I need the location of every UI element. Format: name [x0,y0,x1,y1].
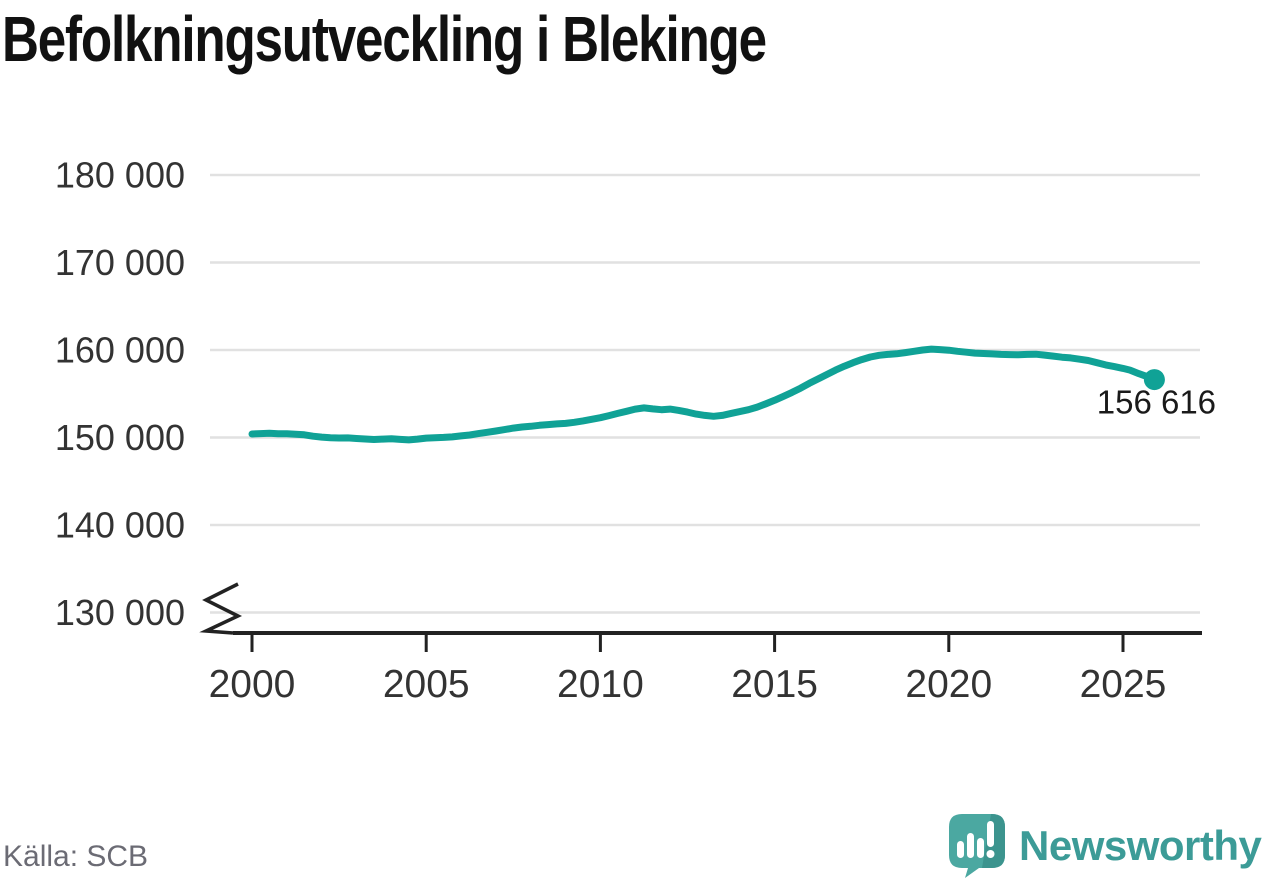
y-tick-label: 180 000 [55,155,185,196]
y-tick-label: 160 000 [55,330,185,371]
newsworthy-wordmark: Newsworthy [1019,822,1262,869]
latest-value-dot [1143,369,1165,391]
newsworthy-logo-icon [949,814,1005,878]
latest-value-label: 156 616 [1097,384,1216,421]
x-tick-label: 2005 [383,663,470,706]
y-tick-label: 150 000 [55,417,185,458]
axis-break-icon [199,582,243,635]
source-label: Källa: SCB [3,840,149,873]
page-title: Befolkningsutveckling i Blekinge [2,3,767,75]
y-tick-label: 170 000 [55,242,185,283]
x-tick-label: 2010 [557,663,644,706]
y-tick-label: 130 000 [55,592,185,633]
logo-barchart-icon [957,821,995,858]
y-tick-label: 140 000 [55,505,185,546]
newsworthy-logo: Newsworthy [947,813,1262,879]
x-tick-label: 2015 [731,663,818,706]
population-line [248,345,1158,444]
x-tick-label: 2000 [209,663,296,706]
x-tick-label: 2020 [905,663,992,706]
x-tick-label: 2025 [1080,663,1167,706]
